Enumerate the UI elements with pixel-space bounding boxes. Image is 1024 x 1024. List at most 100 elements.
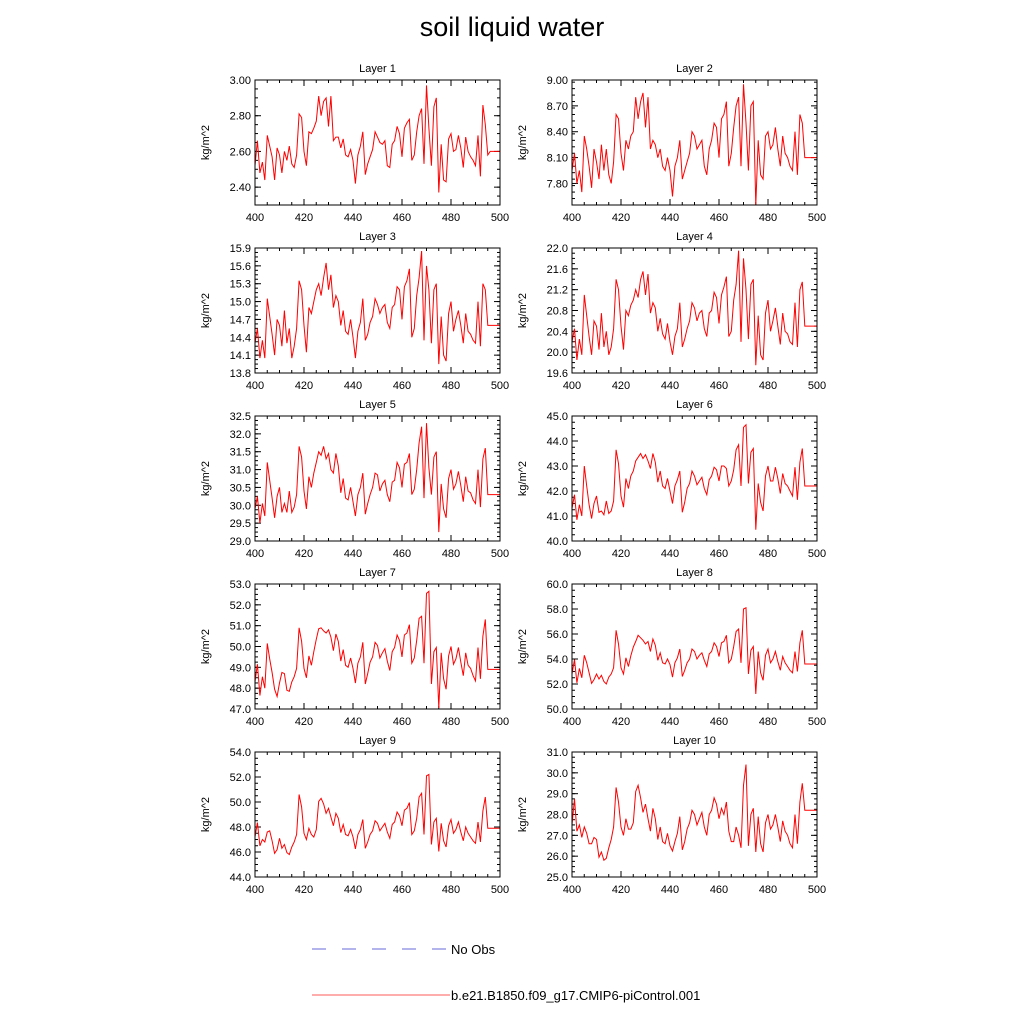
chart-title: soil liquid water bbox=[419, 12, 605, 42]
y-tick-label: 51.0 bbox=[230, 621, 251, 633]
y-tick-label: 58.0 bbox=[547, 604, 568, 616]
y-tick-label: 15.3 bbox=[230, 279, 251, 291]
x-tick-label: 440 bbox=[661, 212, 679, 224]
x-tick-label: 460 bbox=[393, 380, 411, 392]
series-line bbox=[254, 773, 500, 856]
panel-3: Layer 3 kg/m^2 400 420 440 460 480 500 13.8 14.1 1… bbox=[200, 231, 509, 392]
y-tick-label: 31.5 bbox=[230, 447, 251, 459]
y-tick-label: 44.0 bbox=[230, 872, 251, 884]
y-axis-label: kg/m^2 bbox=[517, 629, 529, 664]
x-tick-label: 400 bbox=[246, 380, 264, 392]
x-tick-label: 440 bbox=[661, 548, 679, 560]
y-tick-label: 40.0 bbox=[547, 536, 568, 548]
y-tick-label: 8.10 bbox=[547, 153, 568, 165]
panel-7: Layer 7 kg/m^2 400 420 440 460 480 500 47.0 48.0 4… bbox=[200, 567, 509, 728]
y-tick-label: 2.60 bbox=[230, 146, 251, 158]
x-tick-label: 400 bbox=[563, 716, 581, 728]
y-tick-label: 45.0 bbox=[547, 411, 568, 423]
y-tick-label: 7.80 bbox=[547, 178, 568, 190]
y-tick-label: 28.0 bbox=[547, 810, 568, 822]
x-tick-label: 460 bbox=[393, 716, 411, 728]
y-tick-label: 54.0 bbox=[230, 747, 251, 759]
panel-title: Layer 2 bbox=[676, 63, 713, 75]
y-tick-label: 21.2 bbox=[547, 285, 568, 297]
x-tick-label: 400 bbox=[563, 212, 581, 224]
x-tick-label: 500 bbox=[808, 716, 826, 728]
x-tick-label: 500 bbox=[808, 884, 826, 896]
y-tick-label: 56.0 bbox=[547, 629, 568, 641]
x-tick-label: 420 bbox=[612, 884, 630, 896]
y-tick-label: 15.0 bbox=[230, 297, 251, 309]
x-tick-label: 400 bbox=[563, 548, 581, 560]
y-tick-label: 25.0 bbox=[547, 872, 568, 884]
y-tick-label: 52.0 bbox=[230, 772, 251, 784]
y-tick-label: 21.6 bbox=[547, 264, 568, 276]
y-tick-label: 49.0 bbox=[230, 662, 251, 674]
x-tick-label: 400 bbox=[246, 884, 264, 896]
panel-title: Layer 4 bbox=[676, 231, 713, 243]
y-tick-label: 32.5 bbox=[230, 411, 251, 423]
y-tick-label: 14.7 bbox=[230, 314, 251, 326]
x-tick-label: 420 bbox=[295, 380, 313, 392]
y-tick-label: 48.0 bbox=[230, 683, 251, 695]
y-tick-label: 14.1 bbox=[230, 350, 251, 362]
y-tick-label: 29.5 bbox=[230, 518, 251, 530]
panel-title: Layer 10 bbox=[673, 735, 716, 747]
y-tick-label: 15.6 bbox=[230, 261, 251, 273]
plot-frame bbox=[254, 415, 501, 542]
panel-9: Layer 9 kg/m^2 400 420 440 460 480 500 44.0 46.0 4… bbox=[200, 735, 509, 896]
x-tick-label: 400 bbox=[246, 548, 264, 560]
x-tick-label: 440 bbox=[661, 884, 679, 896]
x-tick-label: 460 bbox=[393, 884, 411, 896]
y-tick-label: 8.40 bbox=[547, 127, 568, 139]
x-tick-label: 500 bbox=[491, 212, 509, 224]
y-tick-label: 13.8 bbox=[230, 368, 251, 380]
series-line bbox=[254, 85, 500, 193]
legend-line-model bbox=[312, 994, 450, 996]
panel-title: Layer 3 bbox=[359, 231, 396, 243]
y-tick-label: 26.0 bbox=[547, 851, 568, 863]
x-tick-label: 500 bbox=[808, 380, 826, 392]
panel-title: Layer 5 bbox=[359, 399, 396, 411]
x-tick-label: 460 bbox=[393, 548, 411, 560]
x-tick-label: 420 bbox=[612, 212, 630, 224]
y-tick-label: 27.0 bbox=[547, 830, 568, 842]
panel-8: Layer 8 kg/m^2 400 420 440 460 480 500 50.0 52.0 5… bbox=[517, 567, 826, 728]
y-tick-label: 60.0 bbox=[547, 579, 568, 591]
x-tick-label: 420 bbox=[295, 212, 313, 224]
y-tick-label: 47.0 bbox=[230, 704, 251, 716]
x-tick-label: 480 bbox=[759, 884, 777, 896]
x-tick-label: 440 bbox=[344, 884, 362, 896]
plot-frame bbox=[571, 79, 818, 206]
y-tick-label: 30.0 bbox=[547, 768, 568, 780]
x-tick-label: 400 bbox=[246, 212, 264, 224]
x-tick-label: 460 bbox=[710, 548, 728, 560]
y-tick-label: 52.0 bbox=[547, 679, 568, 691]
y-tick-label: 46.0 bbox=[230, 847, 251, 859]
x-tick-label: 480 bbox=[442, 716, 460, 728]
x-tick-label: 500 bbox=[808, 548, 826, 560]
x-tick-label: 500 bbox=[491, 548, 509, 560]
y-tick-label: 41.0 bbox=[547, 511, 568, 523]
y-tick-label: 44.0 bbox=[547, 436, 568, 448]
y-tick-label: 53.0 bbox=[230, 579, 251, 591]
y-tick-label: 48.0 bbox=[230, 822, 251, 834]
legend-label-model: b.e21.B1850.f09_g17.CMIP6-piControl.001 bbox=[451, 988, 701, 1003]
x-tick-label: 460 bbox=[710, 380, 728, 392]
x-tick-label: 440 bbox=[661, 716, 679, 728]
x-tick-label: 480 bbox=[759, 716, 777, 728]
y-axis-label: kg/m^2 bbox=[517, 125, 529, 160]
y-tick-label: 20.4 bbox=[547, 326, 568, 338]
x-tick-label: 460 bbox=[710, 212, 728, 224]
x-tick-label: 480 bbox=[442, 884, 460, 896]
y-tick-label: 14.4 bbox=[230, 332, 251, 344]
y-tick-label: 15.9 bbox=[230, 243, 251, 255]
x-tick-label: 420 bbox=[295, 716, 313, 728]
y-tick-label: 2.80 bbox=[230, 111, 251, 123]
plot-frame bbox=[571, 247, 818, 374]
x-tick-label: 440 bbox=[344, 380, 362, 392]
x-tick-label: 400 bbox=[563, 380, 581, 392]
x-tick-label: 480 bbox=[442, 548, 460, 560]
panel-title: Layer 9 bbox=[359, 735, 396, 747]
x-tick-label: 440 bbox=[344, 548, 362, 560]
